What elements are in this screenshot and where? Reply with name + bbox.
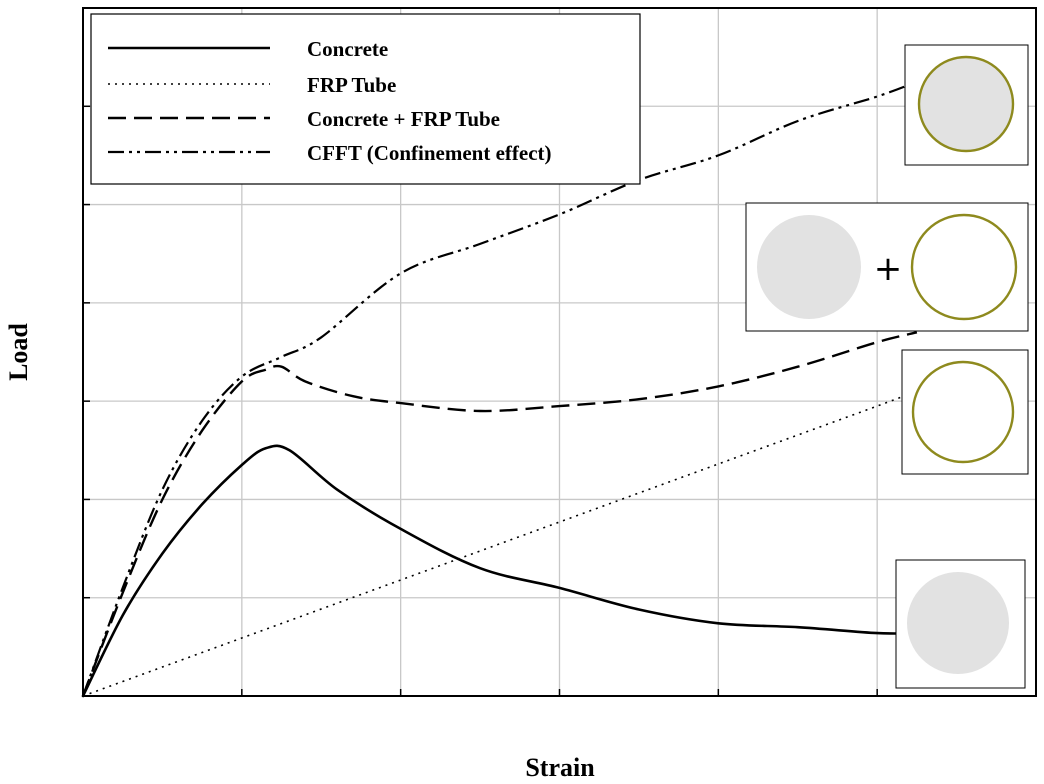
legend: Concrete FRP Tube Concrete + FRP Tube CF…: [90, 13, 641, 185]
concrete-cylinder-icon: [907, 572, 1009, 674]
axis-ticks: [82, 7, 1037, 697]
concrete-core-icon: [757, 215, 861, 319]
series-layer: [81, 80, 919, 698]
frp-tube-ring-icon: [910, 213, 1018, 321]
inset-cfft: [904, 44, 1029, 166]
legend-label-concrete: Concrete: [307, 37, 388, 61]
legend-label-concrete-plus-frp-tube: Concrete + FRP Tube: [307, 107, 500, 131]
inset-frp-tube: [901, 349, 1029, 475]
series-line-frp-tube: [82, 390, 918, 697]
y-axis-label: Load: [4, 323, 33, 381]
inset-concrete-plus-tube: +: [745, 202, 1029, 332]
series-line-concrete: [81, 444, 919, 698]
legend-label-frp-tube: FRP Tube: [307, 73, 396, 97]
series-line-concrete-plus-frp-tube: [81, 331, 918, 697]
x-axis-label: Strain: [525, 753, 595, 782]
frp-tube-icon: [911, 360, 1015, 464]
legend-box: [90, 13, 641, 185]
inset-concrete: [895, 559, 1026, 689]
cfft-section-icon: [917, 55, 1015, 153]
legend-label-cfft: CFFT (Confinement effect): [307, 141, 552, 165]
plus-sign: +: [874, 249, 903, 289]
